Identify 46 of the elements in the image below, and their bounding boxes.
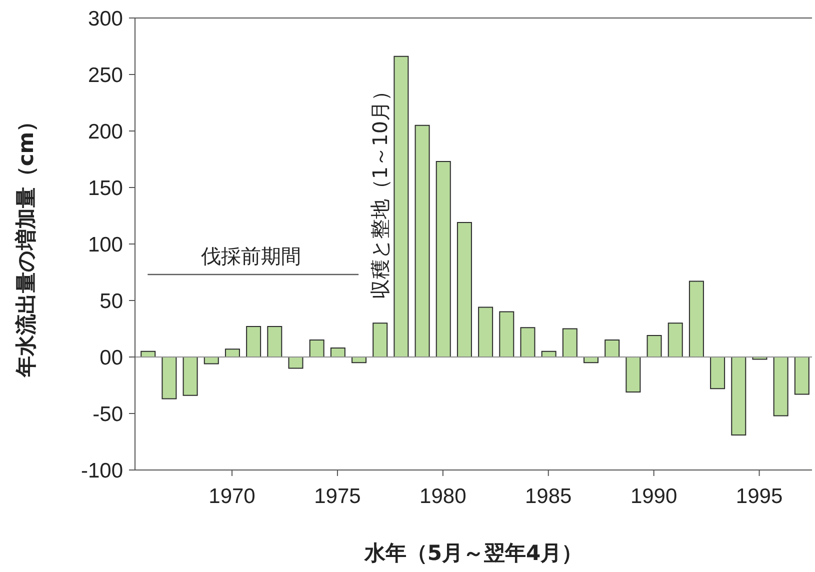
bar — [520, 327, 536, 358]
bar — [436, 161, 451, 358]
x-tick-label: 1980 — [420, 484, 466, 508]
bar — [182, 356, 198, 396]
x-tick-label: 1975 — [314, 484, 361, 508]
bar — [710, 356, 726, 390]
bar — [204, 356, 219, 364]
bar — [688, 280, 704, 358]
bar — [288, 356, 304, 369]
y-tick-label: 00 — [100, 346, 123, 370]
bar — [309, 340, 324, 358]
x-tick-label: 1990 — [630, 484, 678, 508]
y-tick-label: 250 — [88, 64, 123, 87]
bar — [372, 322, 388, 358]
bar — [330, 347, 346, 358]
y-tick-label: -50 — [92, 402, 123, 426]
bar — [394, 56, 409, 358]
y-tick-label: 200 — [88, 120, 123, 144]
bar — [499, 311, 514, 358]
y-tick-label: 50 — [100, 290, 123, 313]
x-tick-label: 1970 — [208, 484, 256, 508]
x-tick-label: 1985 — [525, 484, 572, 508]
bar — [224, 348, 240, 358]
annotation: 収穫と整地（1～10月） — [368, 80, 392, 300]
x-axis-title: 水年（5月～翌年4月） — [363, 541, 583, 565]
bar — [162, 356, 177, 400]
annotation: 伐採前期間 — [201, 244, 301, 268]
bar — [668, 322, 683, 358]
bar — [414, 124, 430, 358]
bar — [794, 356, 810, 395]
bar — [267, 326, 282, 358]
y-tick-label: 300 — [88, 7, 123, 30]
y-axis-title: 年水流出量の増加量（cm） — [14, 110, 38, 378]
bar — [562, 328, 578, 358]
y-tick-label: -100 — [80, 459, 123, 482]
y-tick-label: 150 — [88, 176, 123, 200]
bar — [626, 356, 641, 393]
bar — [604, 340, 620, 358]
bar — [731, 356, 746, 436]
bar — [456, 222, 472, 358]
bar — [773, 356, 788, 416]
bar — [646, 335, 662, 358]
bar — [246, 326, 262, 358]
x-tick-label: 1995 — [736, 484, 783, 508]
bar — [478, 306, 494, 358]
y-tick-label: 100 — [88, 233, 123, 256]
